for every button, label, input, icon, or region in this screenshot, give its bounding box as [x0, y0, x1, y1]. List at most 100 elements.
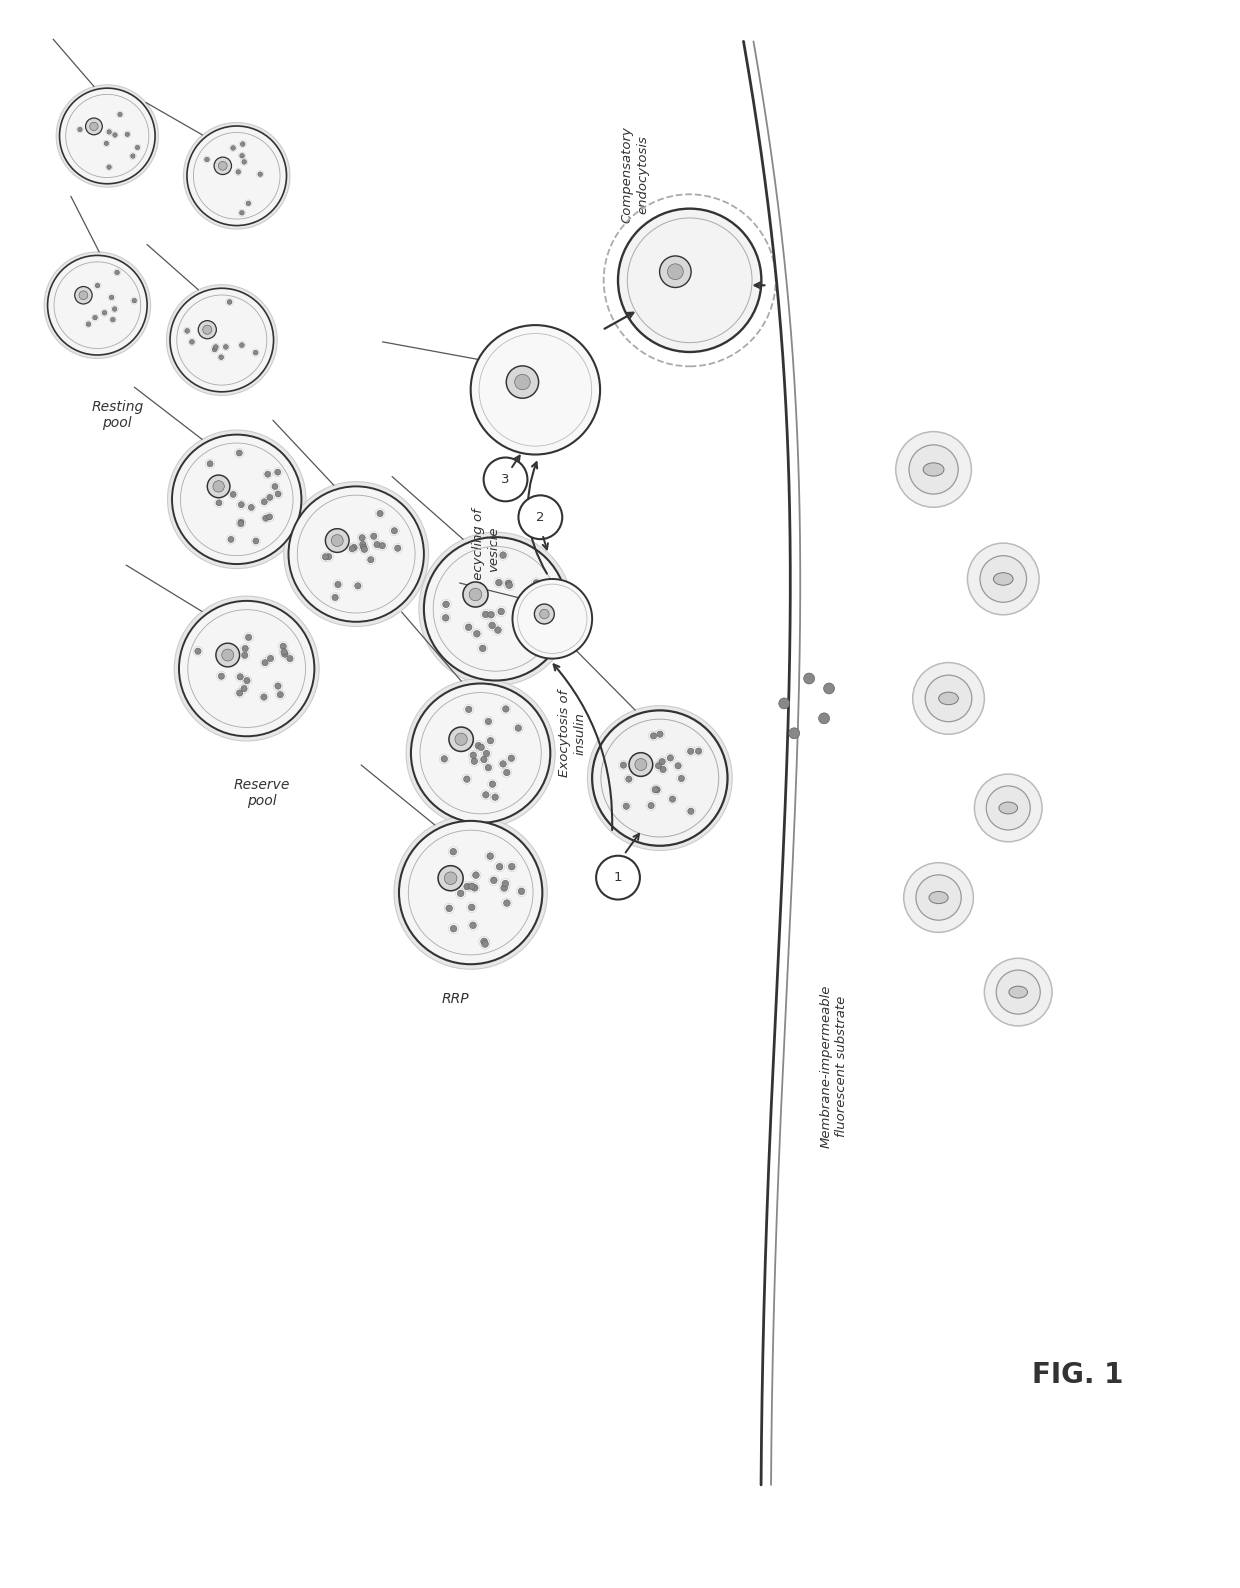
- Circle shape: [498, 608, 505, 615]
- Circle shape: [216, 643, 239, 667]
- Circle shape: [446, 905, 453, 912]
- Circle shape: [455, 734, 467, 745]
- Circle shape: [471, 885, 479, 891]
- Circle shape: [213, 345, 218, 349]
- Circle shape: [482, 611, 489, 618]
- Circle shape: [187, 125, 286, 225]
- Circle shape: [490, 781, 496, 788]
- Circle shape: [986, 786, 1030, 831]
- Circle shape: [104, 141, 109, 146]
- Circle shape: [596, 856, 640, 899]
- Circle shape: [109, 295, 114, 300]
- Circle shape: [980, 556, 1027, 602]
- Circle shape: [241, 141, 246, 146]
- Circle shape: [624, 804, 630, 810]
- Circle shape: [237, 673, 243, 680]
- Circle shape: [135, 146, 140, 149]
- Circle shape: [687, 748, 693, 754]
- Circle shape: [660, 767, 666, 772]
- Circle shape: [482, 792, 489, 799]
- Circle shape: [231, 146, 236, 151]
- Text: Reserve
pool: Reserve pool: [233, 778, 290, 808]
- Circle shape: [258, 172, 263, 176]
- Circle shape: [506, 365, 538, 399]
- Circle shape: [260, 694, 267, 700]
- Circle shape: [107, 165, 112, 170]
- Circle shape: [670, 796, 676, 802]
- Circle shape: [618, 208, 761, 353]
- Ellipse shape: [929, 891, 949, 904]
- Circle shape: [443, 615, 449, 621]
- Circle shape: [239, 154, 244, 159]
- Circle shape: [107, 130, 112, 133]
- Circle shape: [374, 542, 381, 548]
- Circle shape: [56, 84, 159, 187]
- Circle shape: [658, 759, 665, 765]
- Circle shape: [322, 554, 329, 561]
- Circle shape: [496, 864, 503, 870]
- Circle shape: [335, 581, 341, 588]
- Circle shape: [823, 683, 835, 694]
- Circle shape: [635, 759, 647, 770]
- Circle shape: [656, 762, 662, 769]
- Circle shape: [360, 535, 366, 542]
- Circle shape: [472, 872, 479, 878]
- Circle shape: [653, 786, 660, 792]
- Circle shape: [438, 865, 464, 891]
- Text: Compensatory
endocytosis: Compensatory endocytosis: [621, 125, 649, 222]
- Circle shape: [503, 769, 510, 775]
- Circle shape: [237, 449, 242, 456]
- Text: RRP: RRP: [441, 992, 470, 1007]
- Circle shape: [95, 283, 100, 287]
- Circle shape: [325, 529, 350, 553]
- Circle shape: [238, 521, 244, 527]
- Circle shape: [484, 457, 527, 502]
- Circle shape: [275, 468, 280, 475]
- Circle shape: [485, 764, 491, 770]
- Text: 3: 3: [501, 473, 510, 486]
- Circle shape: [170, 289, 274, 392]
- Circle shape: [537, 597, 544, 603]
- Text: 1: 1: [614, 872, 622, 885]
- Circle shape: [102, 311, 107, 314]
- Circle shape: [239, 343, 244, 348]
- Circle shape: [394, 816, 547, 969]
- Circle shape: [242, 653, 248, 659]
- Circle shape: [289, 486, 424, 622]
- Circle shape: [458, 891, 464, 897]
- Circle shape: [361, 546, 367, 553]
- Circle shape: [215, 157, 232, 175]
- Circle shape: [87, 322, 91, 327]
- Circle shape: [484, 750, 490, 757]
- Circle shape: [74, 286, 92, 303]
- Circle shape: [480, 645, 486, 651]
- Circle shape: [47, 256, 148, 356]
- Circle shape: [272, 484, 278, 489]
- Circle shape: [789, 727, 800, 738]
- Circle shape: [275, 683, 281, 689]
- Circle shape: [895, 432, 971, 507]
- Circle shape: [502, 880, 508, 886]
- Circle shape: [131, 299, 136, 303]
- Circle shape: [227, 300, 232, 305]
- Circle shape: [244, 678, 250, 684]
- Circle shape: [469, 883, 475, 889]
- Circle shape: [93, 316, 98, 319]
- Circle shape: [649, 802, 655, 808]
- Circle shape: [379, 543, 386, 549]
- Circle shape: [925, 675, 972, 721]
- Circle shape: [360, 542, 366, 548]
- Circle shape: [179, 600, 315, 737]
- Circle shape: [652, 786, 658, 792]
- Circle shape: [496, 580, 502, 586]
- Circle shape: [262, 499, 268, 505]
- Circle shape: [284, 481, 429, 627]
- Circle shape: [675, 762, 681, 769]
- Circle shape: [487, 853, 494, 859]
- Circle shape: [113, 306, 117, 311]
- Circle shape: [185, 329, 190, 333]
- Circle shape: [916, 875, 961, 919]
- Circle shape: [481, 756, 487, 762]
- Circle shape: [629, 753, 652, 777]
- Circle shape: [265, 472, 270, 476]
